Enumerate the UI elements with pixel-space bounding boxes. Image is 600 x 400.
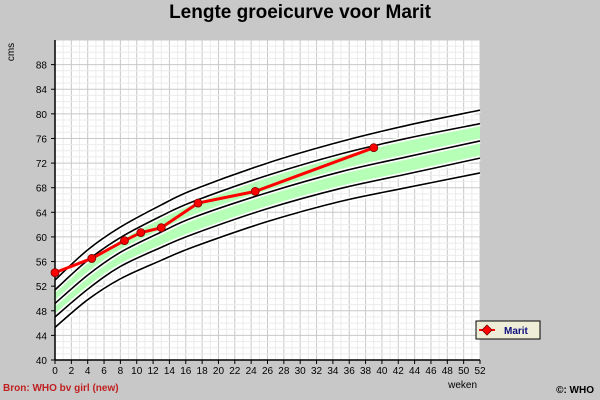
x-tick-label: 28 <box>278 366 290 377</box>
x-tick-label: 14 <box>164 366 176 377</box>
y-tick-label: 60 <box>36 233 48 244</box>
series-marit <box>50 143 379 278</box>
x-tick-label: 38 <box>360 366 372 377</box>
x-tick-label: 36 <box>344 366 356 377</box>
x-tick-label: 42 <box>393 366 405 377</box>
x-tick-label: 34 <box>327 366 339 377</box>
legend: Marit <box>475 320 541 340</box>
data-point-marit <box>50 268 60 278</box>
x-tick-label: 40 <box>376 366 388 377</box>
x-tick-label: 18 <box>197 366 209 377</box>
y-tick-label: 80 <box>36 110 48 121</box>
x-tick-label: 50 <box>458 366 470 377</box>
x-tick-label: 16 <box>180 366 192 377</box>
legend-diamond-marker <box>481 324 493 336</box>
x-tick-label: 22 <box>229 366 241 377</box>
x-tick-label: 0 <box>52 366 58 377</box>
grid <box>54 39 481 361</box>
y-tick-label: 88 <box>36 61 48 72</box>
x-tick-label: 30 <box>295 366 307 377</box>
x-tick-label: 44 <box>409 366 421 377</box>
y-tick-label: 68 <box>36 184 48 195</box>
x-tick-label: 20 <box>213 366 225 377</box>
x-tick-label: 2 <box>69 366 75 377</box>
source-label: Bron: WHO bv girl (new) <box>3 383 119 394</box>
data-point-marit <box>87 254 97 263</box>
curve-p3 <box>54 172 481 328</box>
y-tick-label: 72 <box>36 159 48 170</box>
data-point-marit <box>136 228 146 238</box>
y-tick-label: 40 <box>36 356 48 367</box>
y-tick-label: 56 <box>36 258 48 269</box>
y-tick-label: 48 <box>36 307 48 318</box>
chart-title: Lengte groeicurve voor Marit <box>169 2 431 23</box>
curve-p90 <box>54 122 481 291</box>
band-p10-p90 <box>55 123 480 317</box>
x-tick-label: 32 <box>311 366 323 377</box>
curve-p97 <box>54 109 481 281</box>
x-tick-label: 10 <box>131 366 143 377</box>
y-tick-label: 64 <box>36 208 48 219</box>
y-tick-label: 52 <box>36 282 48 293</box>
y-tick-label: 44 <box>36 331 48 342</box>
data-point-marit <box>156 223 166 233</box>
data-point-marit <box>120 236 129 246</box>
x-axis-label: weken <box>447 380 477 391</box>
curve-p50 <box>54 140 481 304</box>
data-point-marit <box>193 198 203 208</box>
x-tick-label: 26 <box>262 366 274 377</box>
y-axis-label: cms <box>6 43 17 61</box>
legend-label-marit: Marit <box>504 326 529 337</box>
y-tick-label: 84 <box>36 85 48 96</box>
series-line-marit <box>54 146 375 275</box>
x-tick-label: 8 <box>118 366 124 377</box>
copyright-label: ©: WHO <box>556 385 594 396</box>
x-tick-label: 48 <box>442 366 454 377</box>
data-point-marit <box>250 186 260 196</box>
x-tick-label: 6 <box>101 366 107 377</box>
x-tick-label: 24 <box>246 366 258 377</box>
y-tick-label: 76 <box>36 134 48 145</box>
x-tick-label: 46 <box>425 366 437 377</box>
data-point-marit <box>369 143 379 153</box>
legend-box <box>475 320 541 340</box>
reference-curves <box>53 107 481 330</box>
percentile-band <box>55 123 480 317</box>
x-tick-label: 4 <box>85 366 91 377</box>
x-tick-label: 52 <box>474 366 486 377</box>
x-tick-label: 12 <box>148 366 160 377</box>
curve-p10 <box>54 157 481 318</box>
